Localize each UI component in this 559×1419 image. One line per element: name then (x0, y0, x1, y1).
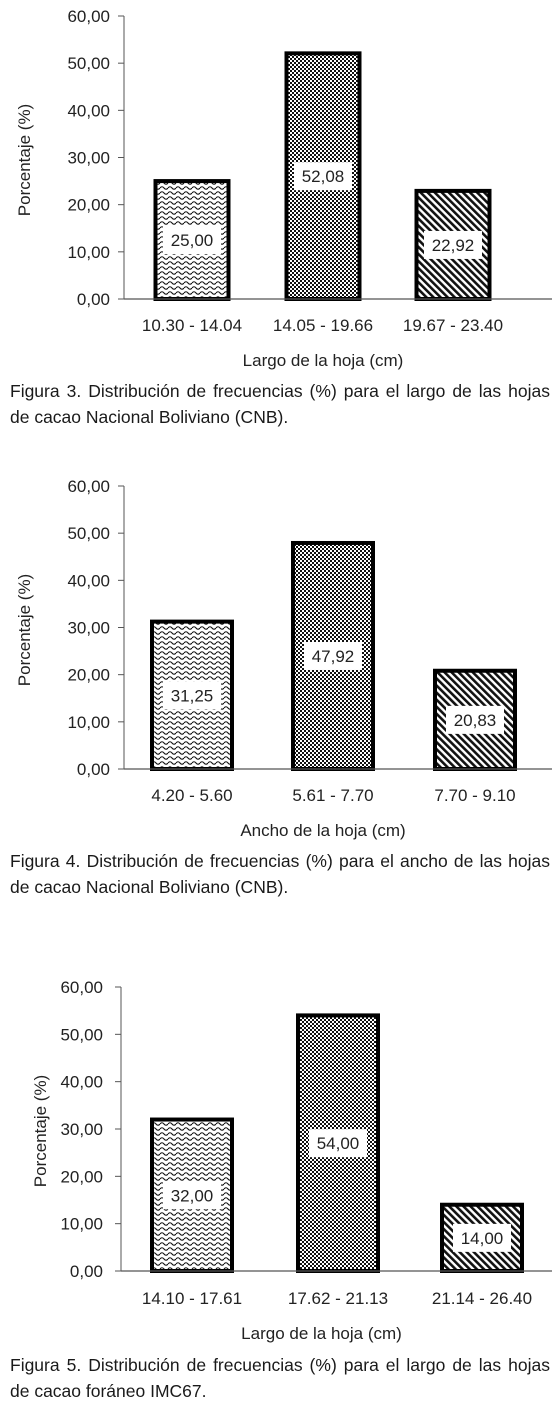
figure-4: 0,00 10,00 20,00 30,00 40,00 50,00 60,00 31,25 4… (0, 470, 559, 920)
x-tick-label: 5.61 - 7.70 (292, 786, 373, 805)
y-axis-label: Porcentaje (%) (15, 104, 34, 216)
x-tick-label: 17.62 - 21.13 (288, 1289, 388, 1308)
figure-caption: Figura 3. Distribución de frecuencias (%… (10, 381, 550, 427)
chart-figure-4: 0,00 10,00 20,00 30,00 40,00 50,00 60,00 31,25 4… (15, 477, 552, 840)
data-label: 22,92 (432, 236, 475, 255)
x-tick-label: 14.10 - 17.61 (142, 1289, 242, 1308)
y-tick-label: 50,00 (60, 1025, 103, 1044)
data-label: 52,08 (302, 167, 345, 186)
y-tick-label: 10,00 (60, 1215, 103, 1234)
chart-figure-5: 0,00 10,00 20,00 30,00 40,00 50,00 60,00 32,00 1… (31, 978, 552, 1343)
figure-caption: Figura 4. Distribución de frecuencias (%… (10, 851, 550, 897)
data-label: 32,00 (171, 1186, 214, 1205)
y-tick-label: 20,00 (67, 196, 110, 215)
x-tick-label: 7.70 - 9.10 (434, 786, 515, 805)
y-tick-label: 0,00 (70, 1262, 103, 1281)
y-tick-label: 30,00 (67, 619, 110, 638)
y-tick-label: 30,00 (67, 149, 110, 168)
y-tick-label: 60,00 (67, 7, 110, 26)
x-axis-label: Largo de la hoja (cm) (243, 351, 404, 370)
y-tick-label: 40,00 (67, 571, 110, 590)
data-label: 47,92 (312, 647, 355, 666)
data-label: 14,00 (461, 1229, 504, 1248)
figure-5: 0,00 10,00 20,00 30,00 40,00 50,00 60,00 32,00 1… (0, 971, 559, 1419)
x-tick-label: 14.05 - 19.66 (273, 316, 373, 335)
y-tick-label: 0,00 (77, 290, 110, 309)
data-label-box (163, 681, 221, 710)
data-label-box (453, 1223, 511, 1252)
data-label-box (424, 230, 482, 259)
y-tick-label: 40,00 (60, 1073, 103, 1092)
data-label-box (163, 226, 221, 255)
y-tick-label: 60,00 (67, 477, 110, 496)
x-axis-label: Largo de la hoja (cm) (241, 1324, 402, 1343)
y-tick-label: 50,00 (67, 524, 110, 543)
x-tick-label: 19.67 - 23.40 (403, 316, 503, 335)
x-tick-label: 21.14 - 26.40 (432, 1289, 532, 1308)
figure-3: 0,00 10,00 20,00 30,00 40,00 50,00 60,00 25,00 1… (0, 0, 559, 450)
data-label: 54,00 (317, 1134, 360, 1153)
y-tick-label: 40,00 (67, 101, 110, 120)
data-label-box (309, 1129, 367, 1158)
y-tick-label: 20,00 (67, 666, 110, 685)
x-axis-label: Ancho de la hoja (cm) (240, 821, 405, 840)
data-label: 31,25 (171, 686, 214, 705)
y-tick-label: 10,00 (67, 713, 110, 732)
chart-figure-3: 0,00 10,00 20,00 30,00 40,00 50,00 60,00 25,00 1… (15, 7, 552, 370)
y-axis-label: Porcentaje (%) (31, 1075, 50, 1187)
data-label: 20,83 (454, 711, 497, 730)
figure-caption: Figura 5. Distribución de frecuencias (%… (10, 1355, 550, 1401)
data-label-box (446, 705, 504, 734)
y-tick-label: 20,00 (60, 1167, 103, 1186)
data-label-box (294, 162, 352, 191)
x-tick-label: 4.20 - 5.60 (151, 786, 232, 805)
x-tick-label: 10.30 - 14.04 (142, 316, 242, 335)
data-label: 25,00 (171, 231, 214, 250)
data-label-box (304, 641, 362, 670)
data-label-box (163, 1181, 221, 1210)
y-tick-label: 60,00 (60, 978, 103, 997)
y-axis-label: Porcentaje (%) (15, 574, 34, 686)
y-tick-label: 0,00 (77, 760, 110, 779)
y-tick-label: 10,00 (67, 243, 110, 262)
y-tick-label: 50,00 (67, 54, 110, 73)
y-tick-label: 30,00 (60, 1120, 103, 1139)
